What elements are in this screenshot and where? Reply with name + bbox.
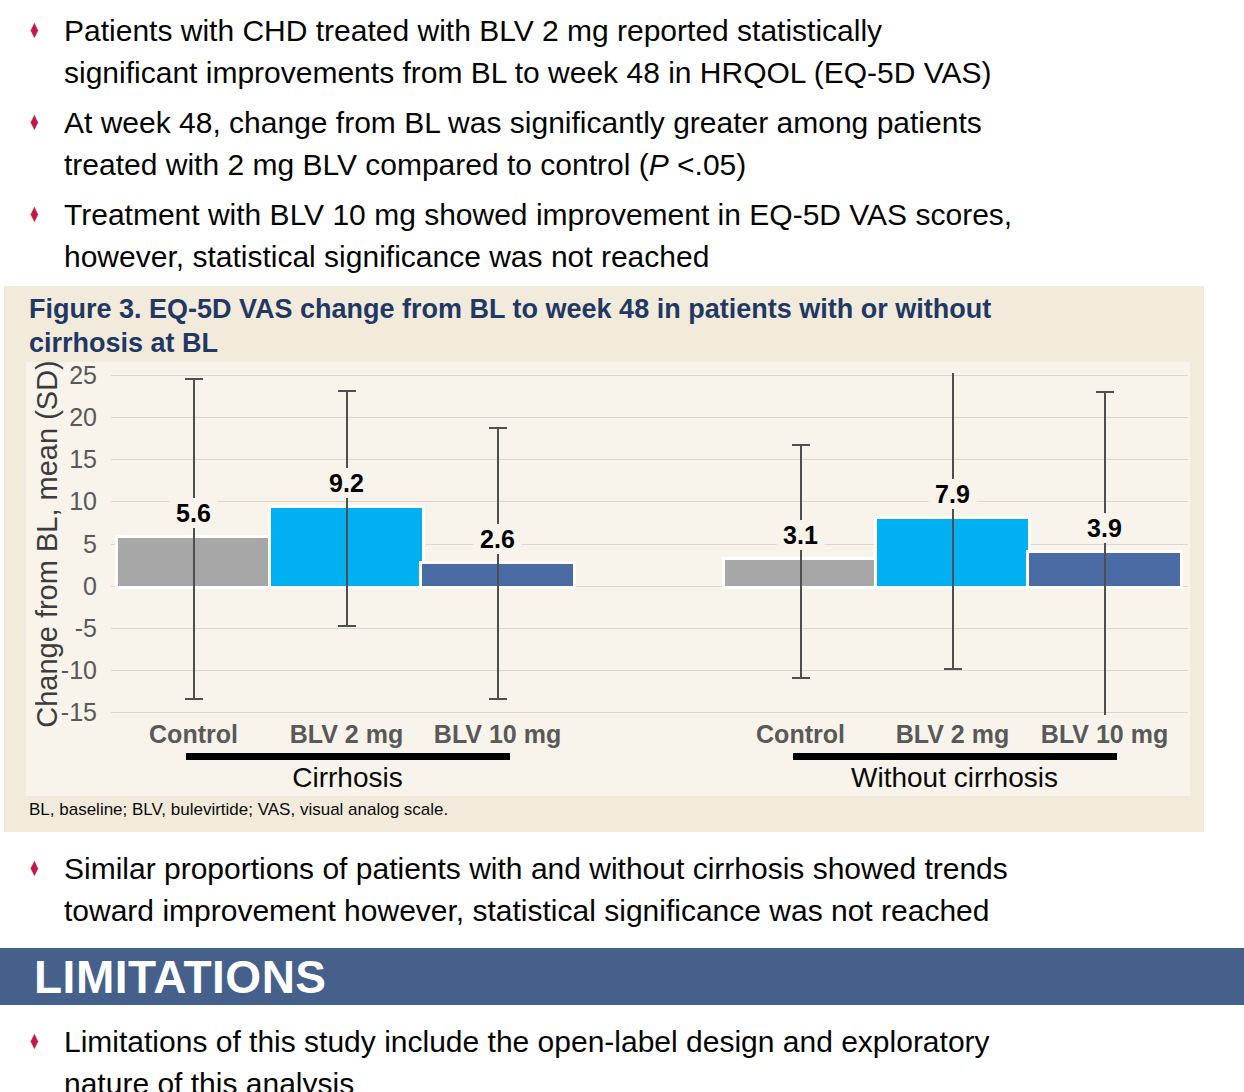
bar-value-label: 3.9: [1080, 513, 1129, 543]
gridline: [111, 459, 1188, 460]
bullet-text: Limitations of this study include the op…: [64, 1021, 990, 1092]
limitations-header: LIMITATIONS: [0, 948, 1244, 1005]
error-bar-cap: [792, 444, 810, 446]
bar-value-label: 7.9: [928, 479, 977, 509]
gridline: [111, 501, 1188, 502]
bar-value-label: 5.6: [169, 498, 218, 528]
error-bar: [952, 373, 954, 669]
error-bar: [497, 428, 499, 699]
error-bar-cap: [338, 625, 356, 627]
bar-value-label: 9.2: [322, 468, 371, 498]
group-underline: [793, 753, 1117, 760]
error-bar-cap: [338, 390, 356, 392]
x-category-label: Control: [756, 720, 845, 749]
x-category-label: BLV 10 mg: [1041, 720, 1168, 749]
bottom-bullet-list: ♦Limitations of this study include the o…: [0, 1021, 1244, 1092]
error-bar-cap: [1096, 391, 1114, 393]
error-bar: [800, 445, 802, 678]
bullet-text: At week 48, change from BL was significa…: [64, 102, 982, 186]
diamond-bullet-icon: ♦: [30, 7, 54, 98]
x-category-label: BLV 2 mg: [896, 720, 1009, 749]
bullet-item: ♦At week 48, change from BL was signific…: [30, 102, 1244, 186]
bullet-item: ♦Patients with CHD treated with BLV 2 mg…: [30, 10, 1244, 94]
figure-footnote: BL, baseline; BLV, bulevirtide; VAS, vis…: [29, 800, 448, 820]
gridline: [111, 712, 1188, 713]
bullet-item: ♦Treatment with BLV 10 mg showed improve…: [30, 194, 1244, 278]
diamond-bullet-icon: ♦: [30, 191, 54, 282]
bullet-text: Treatment with BLV 10 mg showed improvem…: [64, 194, 1012, 278]
limitations-heading: LIMITATIONS: [0, 950, 327, 1004]
gridline: [111, 628, 1188, 629]
x-category-label: BLV 2 mg: [290, 720, 403, 749]
figure-title-line2: cirrhosis at BL: [29, 326, 991, 360]
bar-chart: 2520151050-5-10-15Change from BL, mean (…: [26, 362, 1190, 796]
diamond-bullet-icon: ♦: [30, 845, 54, 936]
x-category-label: BLV 10 mg: [434, 720, 561, 749]
bullet-text: Patients with CHD treated with BLV 2 mg …: [64, 10, 992, 94]
mid-bullet-list: ♦Similar proportions of patients with an…: [0, 848, 1244, 932]
group-label: Without cirrhosis: [851, 762, 1058, 794]
x-category-label: Control: [149, 720, 238, 749]
y-axis-title: Change from BL, mean (SD): [31, 360, 64, 727]
diamond-bullet-icon: ♦: [30, 99, 54, 190]
diamond-bullet-icon: ♦: [30, 1018, 54, 1092]
figure-title-line1: Figure 3. EQ-5D VAS change from BL to we…: [29, 292, 991, 326]
gridline: [111, 375, 1188, 376]
bullet-item: ♦Similar proportions of patients with an…: [30, 848, 1244, 932]
bar-value-label: 2.6: [473, 524, 522, 554]
error-bar: [193, 379, 195, 699]
error-bar-cap: [792, 677, 810, 679]
poster-section: ♦Patients with CHD treated with BLV 2 mg…: [0, 0, 1244, 1092]
error-bar: [1104, 392, 1106, 716]
gridline: [111, 670, 1188, 671]
top-bullet-list: ♦Patients with CHD treated with BLV 2 mg…: [0, 0, 1244, 278]
error-bar-cap: [489, 427, 507, 429]
bullet-text: Similar proportions of patients with and…: [64, 848, 1008, 932]
group-underline: [186, 753, 510, 760]
group-label: Cirrhosis: [292, 762, 402, 794]
gridline: [111, 417, 1188, 418]
figure-title: Figure 3. EQ-5D VAS change from BL to we…: [29, 292, 991, 360]
error-bar: [346, 391, 348, 626]
error-bar-cap: [944, 668, 962, 670]
error-bar-cap: [489, 698, 507, 700]
gridline: [111, 586, 1188, 587]
bar-value-label: 3.1: [776, 520, 825, 550]
figure3-panel: Figure 3. EQ-5D VAS change from BL to we…: [4, 286, 1204, 832]
bullet-item: ♦Limitations of this study include the o…: [30, 1021, 1244, 1092]
error-bar-cap: [185, 378, 203, 380]
error-bar-cap: [185, 698, 203, 700]
